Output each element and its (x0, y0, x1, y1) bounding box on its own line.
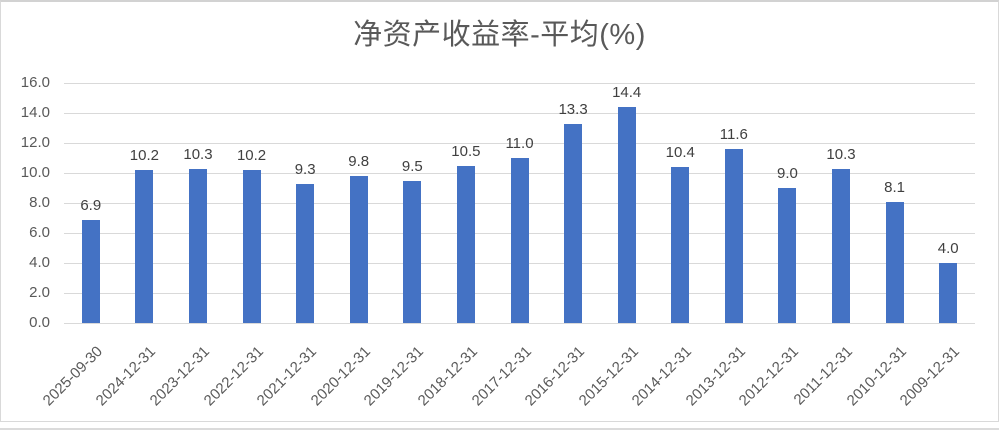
bar (564, 123, 583, 323)
bar-value-label: 9.8 (348, 153, 370, 170)
y-axis-tick-label: 14.0 (20, 104, 50, 121)
y-axis-tick-label: 12.0 (20, 134, 50, 151)
bar-value-label: 9.5 (401, 157, 423, 175)
gridline (64, 83, 975, 84)
bar-value-label: 10.3 (183, 145, 213, 163)
y-axis-tick-label: 16.0 (20, 74, 50, 91)
bar (510, 158, 529, 323)
bar-value-label: 9.0 (777, 165, 798, 182)
bar-value-label: 14.4 (612, 84, 642, 101)
bar-value-label: 10.2 (236, 147, 267, 164)
y-axis-tick-label: 8.0 (29, 194, 50, 211)
bar (724, 149, 743, 323)
bar (135, 170, 154, 323)
bar (403, 180, 422, 323)
bar (939, 263, 958, 323)
bar (188, 168, 207, 323)
bar-value-label: 10.4 (665, 144, 695, 161)
bar (671, 167, 690, 323)
y-axis-tick-label: 4.0 (29, 254, 50, 271)
gridline (64, 323, 975, 324)
bar-value-label: 10.5 (451, 142, 481, 160)
bar (456, 165, 475, 323)
bottom-divider (0, 428, 999, 430)
bar (832, 168, 851, 323)
bar-value-label: 11.0 (505, 135, 534, 152)
bar-value-label: 8.1 (884, 178, 906, 196)
bar (242, 170, 261, 323)
y-axis-tick-label: 6.0 (29, 224, 50, 241)
chart-title: 净资产收益率-平均(%) (353, 19, 646, 51)
bar-value-label: 4.0 (937, 240, 959, 257)
y-axis-tick-label: 2.0 (29, 284, 50, 301)
gridline (64, 113, 975, 114)
bar-value-label: 6.9 (80, 196, 102, 214)
bar-value-label: 13.3 (558, 100, 588, 118)
bar-value-label: 10.2 (129, 147, 159, 164)
y-axis-tick-label: 10.0 (20, 164, 50, 181)
bar (617, 107, 636, 323)
gridline (64, 143, 975, 144)
bar (885, 201, 904, 323)
bar (349, 176, 368, 323)
bar-value-label: 11.6 (719, 126, 748, 143)
bar-value-label: 9.3 (294, 160, 316, 178)
y-axis-tick-label: 0.0 (29, 314, 50, 331)
bar (778, 188, 797, 323)
bar (296, 183, 315, 323)
bar (81, 219, 100, 323)
bar-value-label: 10.3 (826, 145, 856, 163)
